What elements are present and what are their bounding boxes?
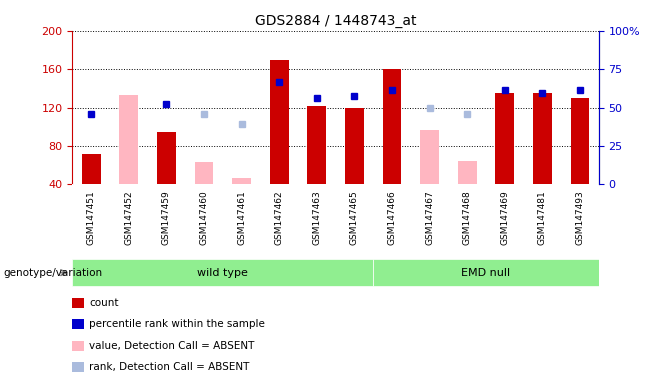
Text: GSM147459: GSM147459 xyxy=(162,190,171,245)
Text: GSM147460: GSM147460 xyxy=(199,190,209,245)
Text: wild type: wild type xyxy=(197,268,248,278)
Bar xyxy=(495,93,514,184)
Bar xyxy=(382,69,401,184)
Text: genotype/variation: genotype/variation xyxy=(3,268,103,278)
Text: GSM147461: GSM147461 xyxy=(237,190,246,245)
Text: GSM147463: GSM147463 xyxy=(313,190,321,245)
Text: GSM147451: GSM147451 xyxy=(87,190,95,245)
Text: GSM147467: GSM147467 xyxy=(425,190,434,245)
Text: GSM147481: GSM147481 xyxy=(538,190,547,245)
Bar xyxy=(232,177,251,184)
Text: GSM147465: GSM147465 xyxy=(350,190,359,245)
Bar xyxy=(270,60,289,184)
Bar xyxy=(420,129,439,184)
Text: GSM147493: GSM147493 xyxy=(576,190,584,245)
Text: EMD null: EMD null xyxy=(461,268,511,278)
Bar xyxy=(195,162,213,184)
Bar xyxy=(157,131,176,184)
Bar xyxy=(307,106,326,184)
Bar xyxy=(119,95,138,184)
Text: GSM147462: GSM147462 xyxy=(274,190,284,245)
Text: GSM147452: GSM147452 xyxy=(124,190,134,245)
Bar xyxy=(570,98,590,184)
Bar xyxy=(72,259,373,286)
Text: rank, Detection Call = ABSENT: rank, Detection Call = ABSENT xyxy=(89,362,250,372)
Bar xyxy=(345,108,364,184)
Text: GSM147468: GSM147468 xyxy=(463,190,472,245)
Bar xyxy=(458,161,476,184)
Text: GSM147466: GSM147466 xyxy=(388,190,397,245)
Text: GSM147469: GSM147469 xyxy=(500,190,509,245)
Title: GDS2884 / 1448743_at: GDS2884 / 1448743_at xyxy=(255,14,417,28)
Bar xyxy=(533,93,552,184)
Text: value, Detection Call = ABSENT: value, Detection Call = ABSENT xyxy=(89,341,255,351)
Text: percentile rank within the sample: percentile rank within the sample xyxy=(89,319,265,329)
Bar xyxy=(373,259,599,286)
Bar xyxy=(82,154,101,184)
Text: count: count xyxy=(89,298,119,308)
